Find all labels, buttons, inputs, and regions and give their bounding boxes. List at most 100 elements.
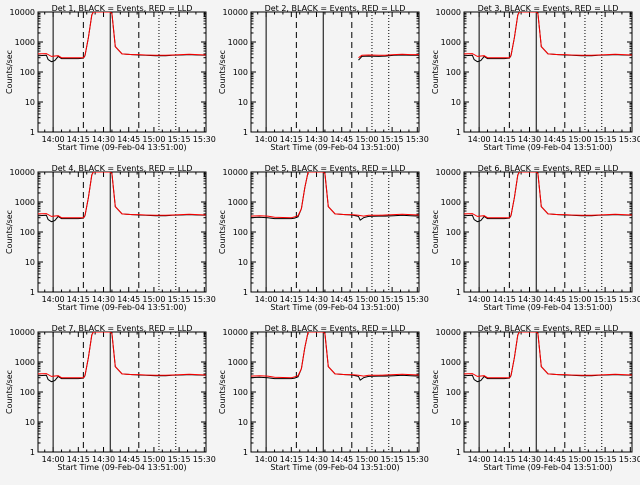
x-axis-label: Start Time (09-Feb-04 13:51:00)	[57, 143, 186, 152]
x-axis-label: Start Time (09-Feb-04 13:51:00)	[270, 303, 399, 312]
y-tick-label: 10000	[10, 8, 35, 17]
series-line	[38, 332, 206, 379]
y-axis-label: Counts/sec	[218, 50, 227, 94]
x-tick-label: 15:00	[568, 455, 591, 464]
x-tick-label: 14:45	[117, 455, 140, 464]
y-tick-label: 100	[20, 388, 35, 397]
detector-panel: 1 10 100 1000 10000 14:00 14:15 14:30 14:45 15:00…	[431, 164, 640, 312]
y-tick-label: 1000	[15, 198, 35, 207]
x-tick-label: 15:15	[594, 135, 617, 144]
x-tick-label: 14:15	[493, 135, 516, 144]
x-tick-label: 14:00	[255, 295, 278, 304]
detector-panel: 1 10 100 1000 10000 14:00 14:15 14:30 14:45 15:00…	[218, 324, 429, 472]
x-tick-label: 15:15	[381, 295, 404, 304]
plot-frame	[250, 331, 420, 453]
series-line	[251, 332, 419, 381]
detector-panel: 1 10 100 1000 10000 14:00 14:15 14:30 14:45 15:00…	[5, 4, 216, 152]
plot-frame	[463, 171, 633, 293]
panel-title: Det 2, BLACK = Events, RED = LLD	[265, 4, 406, 13]
y-tick-label: 10000	[223, 168, 248, 177]
x-tick-label: 14:15	[280, 295, 303, 304]
x-tick-label: 14:45	[330, 295, 353, 304]
x-tick-label: 14:00	[42, 135, 65, 144]
plot-frame	[250, 11, 420, 133]
plot-frame	[37, 11, 207, 133]
x-tick-label: 14:00	[255, 455, 278, 464]
y-axis-label: Counts/sec	[431, 370, 440, 414]
panel-title: Det 6, BLACK = Events, RED = LLD	[478, 164, 619, 173]
x-tick-label: 14:15	[67, 295, 90, 304]
x-tick-label: 14:45	[543, 295, 566, 304]
y-tick-label: 1000	[15, 358, 35, 367]
x-axis-label: Start Time (09-Feb-04 13:51:00)	[483, 303, 612, 312]
x-tick-label: 14:00	[255, 135, 278, 144]
x-tick-label: 14:15	[67, 135, 90, 144]
x-tick-label: 14:15	[280, 135, 303, 144]
x-tick-label: 15:30	[619, 295, 640, 304]
detector-panel: 1 10 100 1000 10000 14:00 14:15 14:30 14:45 15:00…	[218, 164, 429, 312]
y-tick-label: 10	[25, 98, 35, 107]
x-tick-label: 15:30	[619, 135, 640, 144]
x-tick-label: 15:15	[168, 455, 191, 464]
y-tick-label: 1	[456, 128, 461, 137]
detector-panel: 1 10 100 1000 10000 14:00 14:15 14:30 14:45 15:00…	[218, 4, 429, 152]
x-tick-label: 15:00	[142, 455, 165, 464]
y-tick-label: 10	[25, 418, 35, 427]
x-tick-label: 15:30	[406, 455, 429, 464]
x-tick-label: 14:30	[92, 295, 115, 304]
series-line	[251, 172, 419, 221]
x-tick-label: 14:00	[468, 135, 491, 144]
y-tick-label: 1	[243, 448, 248, 457]
detector-panel: 1 10 100 1000 10000 14:00 14:15 14:30 14:45 15:00…	[5, 324, 216, 472]
x-tick-label: 15:00	[355, 295, 378, 304]
y-tick-label: 1	[243, 288, 248, 297]
y-tick-label: 100	[20, 228, 35, 237]
x-tick-label: 14:30	[92, 135, 115, 144]
plot-frame	[463, 331, 633, 453]
series-line	[464, 332, 632, 379]
y-tick-label: 10000	[436, 328, 461, 337]
y-tick-label: 1	[30, 128, 35, 137]
panel-title: Det 7, BLACK = Events, RED = LLD	[52, 324, 193, 333]
series-line	[38, 12, 206, 59]
y-axis-label: Counts/sec	[218, 370, 227, 414]
x-axis-label: Start Time (09-Feb-04 13:51:00)	[483, 463, 612, 472]
x-tick-label: 14:15	[493, 295, 516, 304]
x-axis-label: Start Time (09-Feb-04 13:51:00)	[270, 143, 399, 152]
x-tick-label: 15:00	[568, 295, 591, 304]
x-tick-label: 14:00	[42, 455, 65, 464]
y-tick-label: 10000	[223, 8, 248, 17]
x-tick-label: 14:30	[518, 455, 541, 464]
series-line	[358, 53, 419, 59]
x-tick-label: 14:30	[518, 295, 541, 304]
x-tick-label: 15:15	[594, 295, 617, 304]
x-tick-label: 15:30	[193, 295, 216, 304]
y-tick-label: 100	[233, 228, 248, 237]
x-tick-label: 14:00	[42, 295, 65, 304]
series-line	[38, 172, 206, 219]
x-tick-label: 15:15	[168, 135, 191, 144]
y-tick-label: 10000	[436, 168, 461, 177]
y-tick-label: 1	[456, 288, 461, 297]
x-tick-label: 14:45	[117, 135, 140, 144]
x-tick-label: 14:15	[493, 455, 516, 464]
y-axis-label: Counts/sec	[5, 50, 14, 94]
x-axis-label: Start Time (09-Feb-04 13:51:00)	[57, 303, 186, 312]
y-tick-label: 10000	[223, 328, 248, 337]
x-tick-label: 15:15	[381, 455, 404, 464]
y-tick-label: 100	[446, 388, 461, 397]
y-tick-label: 10	[451, 418, 461, 427]
x-tick-label: 14:00	[468, 295, 491, 304]
y-tick-label: 1000	[228, 198, 248, 207]
detector-panel: 1 10 100 1000 10000 14:00 14:15 14:30 14:45 15:00…	[431, 324, 640, 472]
y-tick-label: 1	[243, 128, 248, 137]
plot-frame	[463, 11, 633, 133]
x-tick-label: 14:45	[330, 135, 353, 144]
y-axis-label: Counts/sec	[431, 210, 440, 254]
x-tick-label: 15:30	[193, 455, 216, 464]
y-tick-label: 100	[446, 68, 461, 77]
x-tick-label: 14:45	[543, 455, 566, 464]
x-tick-label: 14:15	[67, 455, 90, 464]
